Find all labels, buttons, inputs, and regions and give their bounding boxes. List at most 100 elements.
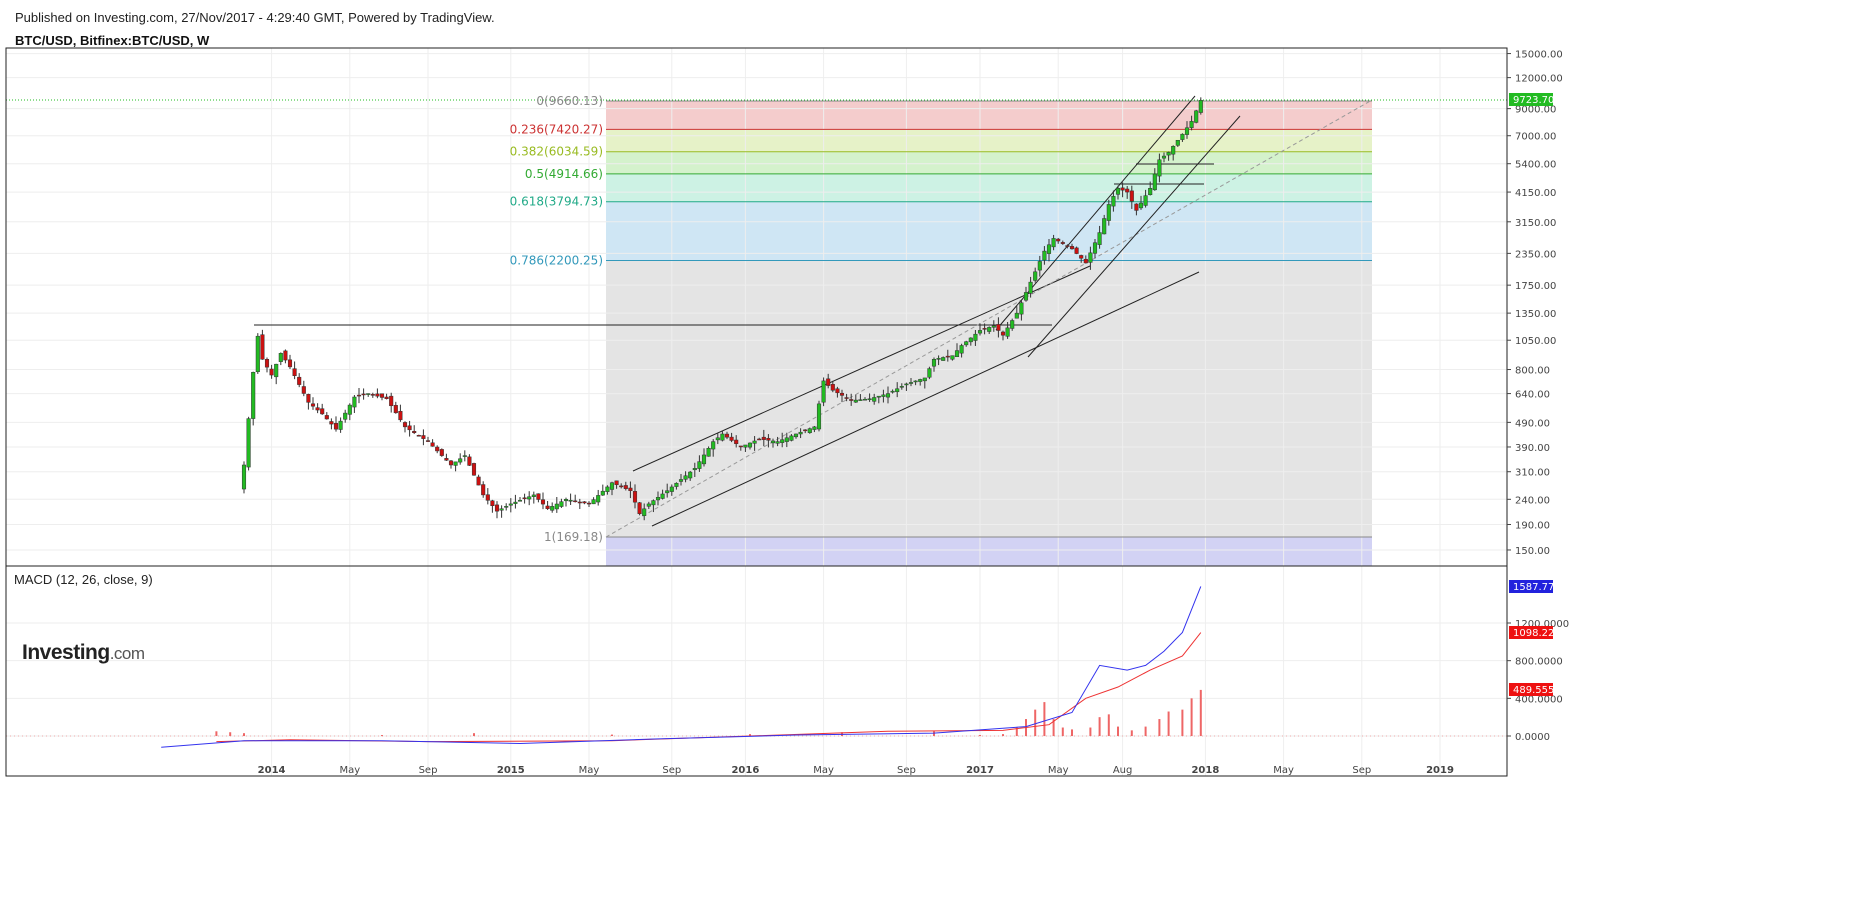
candle-body [1148, 187, 1153, 196]
candle-body [1028, 281, 1033, 294]
candle-body [844, 397, 849, 399]
candle-body [1120, 187, 1125, 191]
candle-body [885, 393, 891, 398]
candle-body [361, 393, 366, 396]
candle-body [1005, 327, 1010, 337]
candle-body [504, 506, 509, 508]
x-tick-label: 2016 [731, 765, 759, 776]
candle-body [407, 425, 412, 431]
candle-body [619, 485, 624, 488]
candle-body [752, 440, 757, 444]
x-tick-label: May [579, 765, 600, 776]
fib-lines [606, 100, 1372, 538]
candle-body [260, 334, 265, 360]
candle-body [485, 494, 490, 501]
candle-body [448, 460, 454, 466]
candle-body [890, 390, 895, 393]
y-tick-label: 310.00 [1515, 468, 1550, 479]
published-note: Published on Investing.com, 27/Nov/2017 … [15, 10, 495, 25]
x-tick-label: 2015 [497, 765, 525, 776]
candle-body [287, 359, 293, 368]
candle-body [826, 378, 831, 386]
candle-body [936, 358, 941, 360]
candle-body [711, 441, 716, 450]
candle-body [941, 357, 946, 361]
x-tick-label: 2017 [966, 765, 994, 776]
candle-body [1088, 252, 1093, 263]
candle-body [494, 504, 500, 512]
candle-body [425, 440, 431, 442]
macd-histogram-bar [1043, 702, 1046, 736]
candle-body [251, 372, 256, 419]
candle-body [1198, 100, 1203, 113]
macd-value-badge-bg [1509, 580, 1553, 593]
macd-y-tick-label: 1200.0000 [1515, 619, 1569, 630]
candle-body [559, 501, 564, 507]
candle-body [246, 418, 251, 468]
candle-body [784, 437, 789, 442]
macd-histogram-bar [1015, 727, 1018, 736]
candle-body [343, 412, 348, 420]
x-tick-label: May [813, 765, 834, 776]
fib-level-label: 0.5(4914.66) [525, 167, 603, 181]
candle-body [692, 468, 697, 471]
candle-body [1106, 204, 1111, 221]
candles [241, 97, 1203, 521]
fib-zone [606, 151, 1372, 174]
candle-body [688, 471, 693, 479]
candle-body [775, 441, 780, 444]
macd-histogram-bar [243, 733, 245, 736]
candle-body [724, 433, 730, 438]
candle-body [609, 482, 615, 490]
candle-body [1051, 238, 1056, 248]
candle-body [1152, 173, 1157, 191]
candle-body [605, 486, 610, 492]
fib-level-label: 0(9660.13) [536, 94, 603, 108]
candle-body [964, 341, 969, 346]
x-tick-label: Aug [1113, 765, 1133, 776]
candle-body [655, 497, 661, 501]
candle-body [761, 436, 766, 440]
candle-body [264, 359, 270, 368]
fib-fills [606, 101, 1372, 566]
last-price-badge-bg [1509, 93, 1553, 106]
macd-histogram-bar [1117, 726, 1119, 736]
candle-body [412, 431, 417, 433]
candle-body [862, 398, 868, 401]
x-tick-label: Sep [897, 765, 916, 776]
candle-body [899, 386, 904, 388]
candle-body [945, 355, 950, 358]
candle-body [1184, 127, 1190, 135]
fib-level-label: 0.618(3794.73) [510, 195, 603, 209]
macd-histogram-bar [611, 734, 613, 736]
candle-body [269, 368, 274, 376]
candle-body [1097, 232, 1102, 245]
y-tick-label: 2350.00 [1515, 249, 1556, 260]
candle-body [1134, 203, 1139, 211]
y-tick-label: 390.00 [1515, 443, 1550, 454]
candle-body [517, 500, 523, 502]
candle-body [292, 368, 297, 376]
candle-body [338, 420, 343, 430]
candle-body [356, 394, 362, 397]
candle-body [1037, 261, 1042, 271]
y-tick-label: 3150.00 [1515, 218, 1556, 229]
macd-y-tick-label: 800.0000 [1515, 657, 1563, 668]
macd-title: MACD (12, 26, close, 9) [14, 572, 153, 587]
candle-body [1023, 292, 1029, 301]
candle-body [931, 359, 937, 367]
candle-body [375, 393, 380, 397]
candle-body [297, 376, 302, 385]
candle-body [568, 499, 573, 502]
candle-body [444, 458, 449, 461]
candle-body [812, 426, 817, 430]
candle-body [876, 395, 881, 398]
candle-body [766, 438, 771, 441]
macd-histogram-bar [1130, 730, 1133, 736]
candle-body [623, 485, 628, 489]
candle-body [628, 487, 633, 491]
candle-body [798, 431, 803, 435]
candle-body [908, 382, 914, 384]
candle-body [1194, 110, 1199, 123]
